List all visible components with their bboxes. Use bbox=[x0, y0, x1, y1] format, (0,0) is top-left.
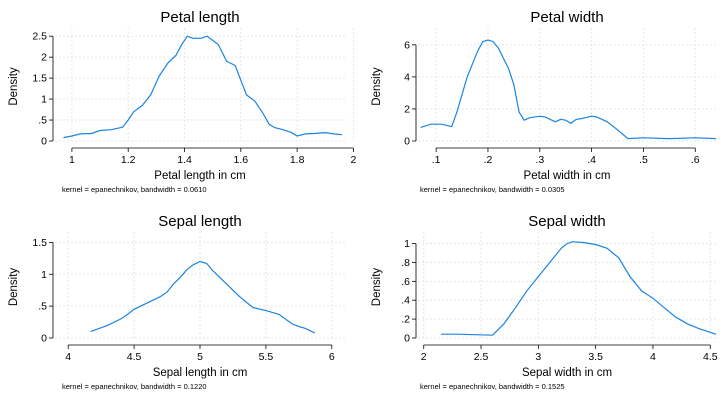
x-tick-label: 5 bbox=[197, 351, 203, 363]
y-tick-label: 1 bbox=[41, 94, 47, 106]
y-tick-label: 2.5 bbox=[32, 31, 47, 43]
kernel-note: kernel = epanechnikov, bandwidth = 0.122… bbox=[62, 382, 207, 391]
panel-4: 2 2.5 3 3.5 4 4.5 0 .2 .4 .6 .8 1 Sepal width Sepal w… bbox=[371, 213, 718, 391]
y-tick-label: .2 bbox=[401, 314, 410, 326]
density-curve bbox=[420, 39, 717, 140]
panel-title: Sepal length bbox=[158, 213, 241, 230]
x-tick-label: 1 bbox=[69, 154, 75, 166]
x-tick-label: 4 bbox=[650, 351, 656, 363]
panel-title: Petal width bbox=[530, 9, 603, 26]
x-tick-label: 5.5 bbox=[259, 351, 274, 363]
x-axis-label: Sepal length in cm bbox=[153, 367, 248, 379]
y-tick-label: 0 bbox=[41, 136, 47, 148]
x-tick-label: 1.4 bbox=[177, 154, 192, 166]
y-tick-label: 6 bbox=[404, 39, 410, 51]
x-tick-label: 6 bbox=[329, 351, 335, 363]
x-tick-label: 2 bbox=[351, 154, 357, 166]
x-tick-label: 1.8 bbox=[290, 154, 305, 166]
x-axis-label: Petal width in cm bbox=[524, 170, 611, 182]
panel-title: Sepal width bbox=[528, 213, 606, 230]
y-tick-label: 4 bbox=[404, 71, 410, 83]
density-curve bbox=[440, 241, 717, 336]
kernel-note: kernel = epanechnikov, bandwidth = 0.061… bbox=[62, 185, 207, 194]
x-tick-label: 1.2 bbox=[121, 154, 136, 166]
y-tick-label: .5 bbox=[38, 301, 47, 313]
x-tick-label: .3 bbox=[535, 154, 544, 166]
y-tick-label: 1 bbox=[41, 269, 47, 281]
y-tick-label: 0 bbox=[41, 333, 47, 345]
x-tick-label: 2 bbox=[421, 351, 427, 363]
y-tick-label: 0 bbox=[404, 333, 410, 345]
kernel-note: kernel = epanechnikov, bandwidth = 0.030… bbox=[420, 185, 565, 194]
y-axis-label: Density bbox=[371, 268, 383, 307]
panel-3: 4 4.5 5 5.5 6 0 .5 1 1.5 Sepal length Sepal length… bbox=[8, 213, 345, 391]
y-tick-label: .8 bbox=[401, 257, 410, 269]
x-axis-label: Sepal width in cm bbox=[522, 367, 612, 379]
x-tick-label: .5 bbox=[639, 154, 648, 166]
x-tick-label: .4 bbox=[587, 154, 596, 166]
y-axis-label: Density bbox=[8, 268, 20, 307]
x-tick-label: .1 bbox=[432, 154, 441, 166]
panel-2: .1 .2 .3 .4 .5 .6 0 2 4 6 Petal width Petal width i… bbox=[371, 9, 717, 194]
y-tick-label: .5 bbox=[38, 115, 47, 127]
x-tick-label: .2 bbox=[484, 154, 493, 166]
density-curve bbox=[90, 260, 315, 334]
x-tick-label: 4 bbox=[65, 351, 71, 363]
y-tick-label: 2 bbox=[41, 52, 47, 64]
y-tick-label: 1.5 bbox=[32, 237, 47, 249]
y-tick-label: 0 bbox=[404, 136, 410, 148]
x-tick-label: 2.5 bbox=[474, 351, 489, 363]
y-axis-label: Density bbox=[371, 67, 383, 106]
x-tick-label: 3 bbox=[535, 351, 541, 363]
panel-title: Petal length bbox=[160, 9, 239, 26]
y-axis-label: Density bbox=[8, 67, 20, 106]
y-tick-label: 1.5 bbox=[32, 73, 47, 85]
x-tick-label: 3.5 bbox=[588, 351, 603, 363]
kernel-note: kernel = epanechnikov, bandwidth = 0.152… bbox=[420, 382, 565, 391]
y-tick-label: .4 bbox=[401, 295, 410, 307]
density-curve bbox=[63, 35, 343, 139]
x-tick-label: 4.5 bbox=[703, 351, 718, 363]
x-tick-label: .6 bbox=[691, 154, 700, 166]
panel-1: 1 1.2 1.4 1.6 1.8 2 0 .5 1 1.5 2 2.5 Petal length Pet… bbox=[8, 9, 357, 194]
y-tick-label: .6 bbox=[401, 276, 410, 288]
x-tick-label: 4.5 bbox=[127, 351, 142, 363]
x-tick-label: 1.6 bbox=[234, 154, 249, 166]
y-tick-label: 2 bbox=[404, 103, 410, 115]
y-tick-label: 1 bbox=[404, 238, 410, 250]
x-axis-label: Petal length in cm bbox=[154, 170, 245, 182]
